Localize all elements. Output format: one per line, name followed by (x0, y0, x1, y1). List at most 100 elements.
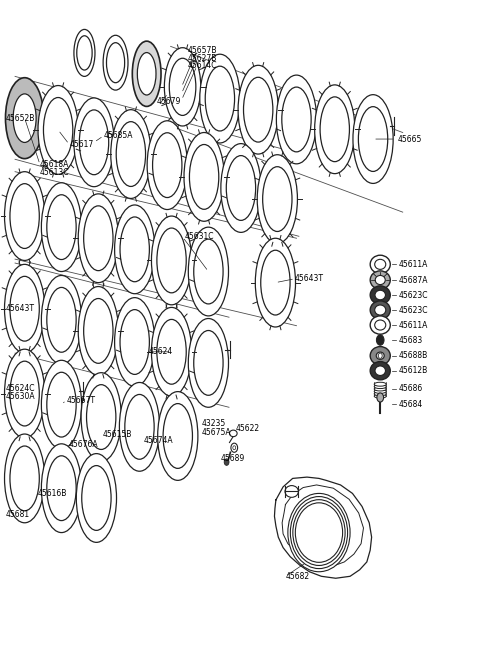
Ellipse shape (190, 145, 219, 209)
Text: 45686: 45686 (399, 385, 423, 394)
Circle shape (376, 335, 384, 345)
Ellipse shape (84, 298, 113, 364)
Ellipse shape (376, 352, 384, 359)
Text: 45657B: 45657B (187, 46, 217, 55)
Ellipse shape (77, 36, 92, 70)
Ellipse shape (10, 277, 39, 341)
Ellipse shape (153, 133, 182, 198)
Ellipse shape (78, 286, 119, 375)
Text: 45614C: 45614C (187, 61, 217, 71)
Ellipse shape (10, 361, 39, 426)
Ellipse shape (282, 87, 311, 152)
Ellipse shape (194, 330, 223, 395)
Ellipse shape (10, 446, 39, 511)
Text: 43235: 43235 (202, 419, 226, 428)
Ellipse shape (374, 382, 386, 386)
Ellipse shape (194, 239, 223, 304)
Ellipse shape (41, 275, 82, 364)
Text: 45622: 45622 (235, 424, 259, 433)
Text: 45623C: 45623C (399, 290, 428, 300)
Ellipse shape (13, 94, 36, 143)
Ellipse shape (116, 122, 145, 186)
Ellipse shape (370, 316, 390, 334)
Text: 45675A: 45675A (202, 428, 231, 438)
Ellipse shape (10, 184, 39, 249)
Ellipse shape (374, 394, 386, 398)
Ellipse shape (288, 493, 350, 572)
Ellipse shape (320, 97, 349, 162)
Text: 45618A: 45618A (40, 160, 69, 169)
Ellipse shape (374, 392, 386, 396)
Ellipse shape (84, 206, 113, 271)
Ellipse shape (370, 271, 390, 289)
Ellipse shape (132, 41, 161, 107)
Text: 45627B: 45627B (187, 54, 217, 63)
Ellipse shape (79, 110, 108, 175)
Text: 45623C: 45623C (399, 305, 428, 315)
Ellipse shape (374, 389, 386, 393)
Ellipse shape (103, 35, 128, 90)
Ellipse shape (375, 320, 386, 330)
Ellipse shape (188, 227, 228, 316)
Ellipse shape (120, 309, 149, 374)
Text: 45630A: 45630A (5, 392, 35, 402)
Ellipse shape (238, 65, 278, 154)
Ellipse shape (38, 86, 78, 174)
Text: 45643T: 45643T (5, 304, 35, 313)
Ellipse shape (82, 466, 111, 530)
Circle shape (378, 353, 382, 358)
Text: 45631C: 45631C (185, 232, 215, 241)
Ellipse shape (47, 287, 76, 353)
Ellipse shape (375, 305, 386, 315)
Text: 45616B: 45616B (38, 489, 67, 498)
Text: 45681: 45681 (5, 510, 30, 519)
Circle shape (233, 446, 236, 450)
Ellipse shape (111, 110, 151, 198)
Ellipse shape (359, 107, 388, 171)
Text: 45652B: 45652B (5, 114, 35, 123)
Ellipse shape (226, 156, 256, 220)
Ellipse shape (76, 454, 117, 542)
Ellipse shape (41, 444, 82, 532)
Ellipse shape (263, 167, 292, 232)
Ellipse shape (120, 217, 149, 282)
Ellipse shape (157, 392, 198, 481)
Ellipse shape (184, 133, 224, 221)
Ellipse shape (107, 43, 125, 82)
Ellipse shape (375, 290, 385, 300)
Ellipse shape (4, 434, 45, 523)
Ellipse shape (285, 485, 299, 497)
Ellipse shape (169, 58, 196, 115)
Ellipse shape (353, 95, 393, 183)
Text: 45613C: 45613C (40, 168, 70, 177)
Text: 45611A: 45611A (399, 260, 428, 269)
Ellipse shape (125, 394, 154, 459)
Ellipse shape (147, 121, 187, 209)
Ellipse shape (137, 52, 156, 95)
Ellipse shape (41, 360, 82, 449)
Ellipse shape (44, 97, 73, 162)
Ellipse shape (47, 456, 76, 521)
Circle shape (377, 393, 384, 402)
Ellipse shape (47, 195, 76, 260)
Ellipse shape (374, 385, 386, 388)
Text: 45685A: 45685A (104, 131, 133, 141)
Ellipse shape (375, 275, 385, 284)
Text: 45612B: 45612B (399, 366, 428, 375)
Circle shape (231, 443, 238, 453)
Text: 45665: 45665 (398, 135, 422, 143)
Ellipse shape (243, 77, 273, 142)
Ellipse shape (257, 155, 298, 243)
Ellipse shape (157, 228, 186, 293)
Text: 45674A: 45674A (144, 436, 173, 445)
Ellipse shape (41, 182, 82, 271)
Text: 45615B: 45615B (103, 430, 132, 439)
Text: 45683: 45683 (399, 336, 423, 345)
Ellipse shape (315, 85, 355, 173)
Ellipse shape (370, 286, 390, 304)
Ellipse shape (374, 387, 386, 391)
Ellipse shape (4, 264, 45, 353)
Ellipse shape (4, 349, 45, 438)
Ellipse shape (120, 383, 159, 472)
Text: 45682: 45682 (286, 572, 310, 581)
